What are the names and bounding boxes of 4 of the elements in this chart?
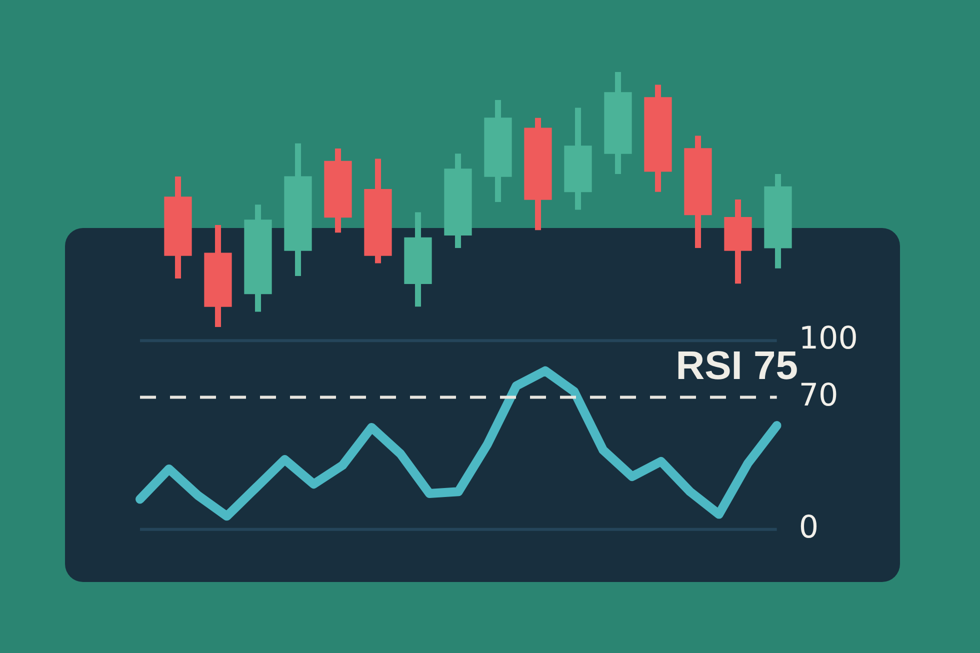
y-tick-label: 0 (798, 509, 819, 546)
y-tick-label: 100 (798, 320, 858, 357)
y-tick-label: 70 (798, 377, 838, 414)
annotation: RSI 75 (676, 344, 798, 389)
